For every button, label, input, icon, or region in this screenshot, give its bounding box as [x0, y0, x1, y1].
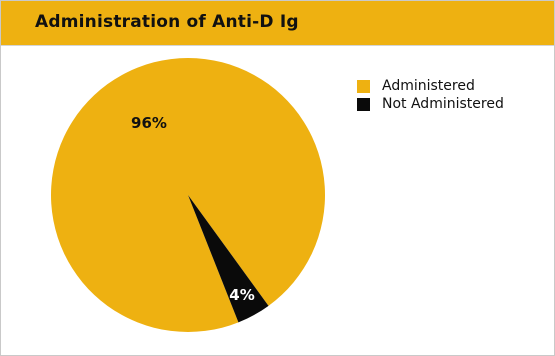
legend-item-administered: Administered	[357, 77, 504, 95]
chart-legend: Administered Not Administered	[357, 77, 504, 113]
pie-slice-not-administered	[188, 195, 269, 323]
legend-label-administered: Administered	[382, 78, 475, 94]
pie-slice-administered	[51, 57, 326, 332]
chart-title: Administration of Anti-D Ig	[35, 12, 299, 32]
legend-label-not-administered: Not Administered	[382, 96, 504, 112]
slice-label-administered: 96%	[131, 114, 167, 132]
slice-label-not-administered: 4%	[229, 286, 254, 304]
legend-swatch-administered	[357, 79, 370, 93]
header-divider	[1, 45, 554, 46]
legend-swatch-not-administered	[357, 97, 370, 111]
chart-header: Administration of Anti-D Ig	[1, 1, 554, 45]
legend-item-not-administered: Not Administered	[357, 95, 504, 113]
